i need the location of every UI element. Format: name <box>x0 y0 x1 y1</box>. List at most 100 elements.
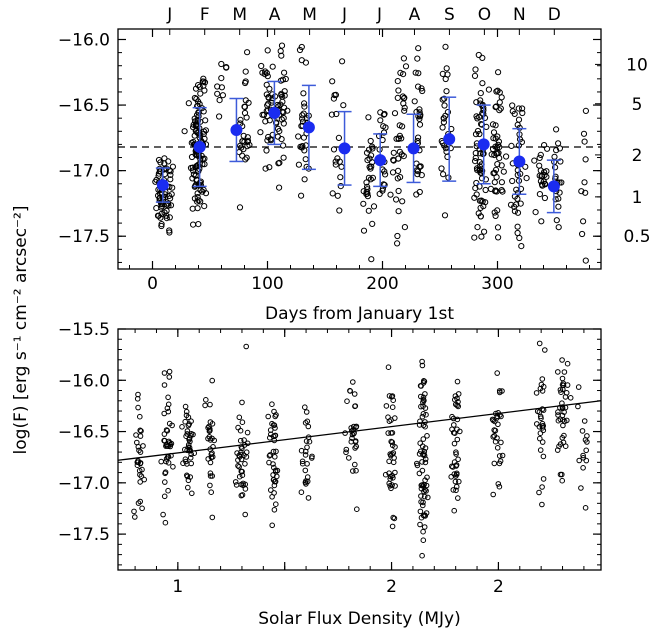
data-point <box>389 442 396 449</box>
data-point <box>238 492 245 499</box>
data-point <box>494 87 501 94</box>
data-point <box>135 404 141 411</box>
data-point <box>442 75 449 83</box>
data-point <box>389 523 396 530</box>
data-point <box>232 479 239 485</box>
data-point <box>393 135 400 142</box>
month-label: J <box>341 5 347 25</box>
data-point <box>473 99 480 106</box>
data-point <box>194 190 201 197</box>
data-point <box>209 377 215 384</box>
y-tick-label: −16.5 <box>58 96 110 116</box>
data-point <box>536 154 543 161</box>
x-tick-label: 300 <box>481 274 513 294</box>
data-point <box>421 493 428 500</box>
data-point <box>304 418 311 425</box>
data-point <box>335 134 342 141</box>
data-point <box>580 452 586 459</box>
data-point <box>552 173 559 180</box>
data-point <box>514 167 521 174</box>
data-point <box>439 124 446 131</box>
data-point <box>295 161 302 168</box>
data-point <box>415 45 422 52</box>
data-point <box>477 90 484 97</box>
data-point <box>158 458 164 465</box>
data-point <box>539 501 545 508</box>
data-point <box>242 481 248 488</box>
data-point <box>511 203 518 210</box>
data-point <box>266 453 273 459</box>
data-point <box>167 176 174 183</box>
data-point <box>480 203 487 210</box>
data-point <box>302 452 309 458</box>
data-point <box>183 458 189 465</box>
data-point <box>576 457 583 464</box>
data-point <box>360 227 368 234</box>
data-point <box>279 93 286 100</box>
data-point <box>207 473 214 479</box>
data-point <box>185 100 192 107</box>
data-point <box>537 447 544 453</box>
data-point <box>492 135 499 142</box>
data-point <box>555 412 561 418</box>
data-point <box>137 498 143 505</box>
data-point <box>236 473 243 480</box>
data-point <box>578 485 584 491</box>
data-point <box>451 459 458 465</box>
data-point <box>184 447 190 454</box>
data-point <box>273 412 279 418</box>
monthly-mean-point <box>156 179 169 192</box>
data-point <box>240 132 247 139</box>
data-point <box>239 399 245 406</box>
data-point <box>490 434 497 440</box>
data-point <box>135 459 141 466</box>
data-point <box>138 428 144 434</box>
data-point <box>209 473 215 479</box>
data-point <box>555 203 562 210</box>
data-point <box>522 163 529 170</box>
data-point <box>539 406 546 412</box>
data-point <box>278 42 286 49</box>
data-point <box>551 153 558 160</box>
data-point <box>263 91 270 98</box>
data-point <box>264 137 271 144</box>
data-point <box>441 102 448 109</box>
plot-frame <box>117 328 602 571</box>
data-point <box>537 151 544 158</box>
data-point <box>537 430 544 437</box>
data-point <box>509 177 516 185</box>
data-point <box>493 88 500 95</box>
data-point <box>382 471 389 478</box>
data-point <box>453 483 460 490</box>
data-point <box>202 117 209 124</box>
data-point <box>474 127 482 135</box>
data-point <box>561 409 567 415</box>
data-point <box>401 94 408 101</box>
data-point <box>479 80 486 87</box>
data-point <box>479 110 486 117</box>
data-point <box>166 229 173 236</box>
data-point <box>164 428 171 434</box>
data-point <box>584 433 590 439</box>
data-point <box>422 391 428 397</box>
data-point <box>332 158 339 165</box>
data-point <box>390 397 397 404</box>
data-point <box>197 90 204 97</box>
data-point <box>394 78 401 85</box>
data-point <box>161 370 168 376</box>
data-point <box>275 160 282 167</box>
data-point <box>277 77 284 84</box>
data-point <box>197 178 204 185</box>
data-point <box>360 200 367 207</box>
data-point <box>265 94 272 101</box>
data-point <box>155 212 162 219</box>
data-point <box>583 447 590 454</box>
data-point <box>491 209 498 216</box>
data-point <box>490 135 497 142</box>
monthly-mean-point <box>547 180 560 193</box>
data-point <box>196 83 203 90</box>
data-point <box>400 55 407 62</box>
data-point <box>394 175 401 182</box>
data-point <box>490 129 498 136</box>
y-tick-label: −17.5 <box>58 227 110 247</box>
